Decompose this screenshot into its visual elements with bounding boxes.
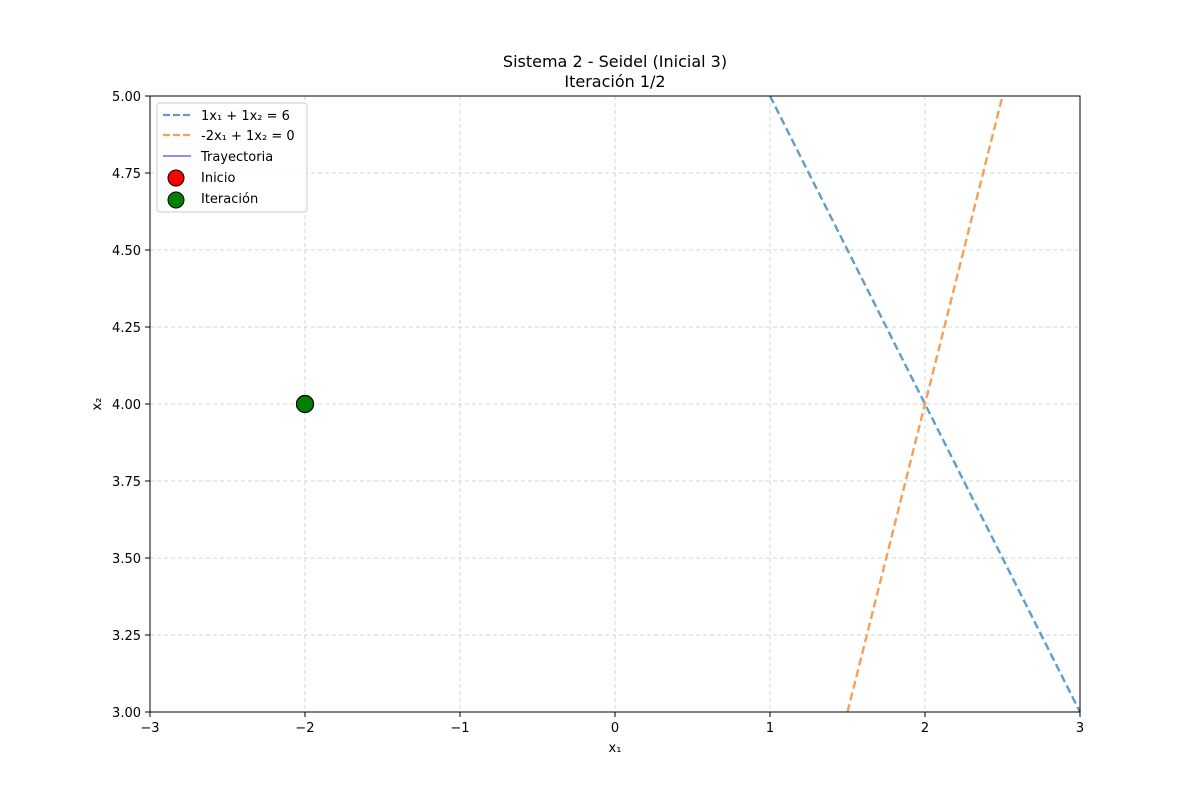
legend-label-3: Trayectoria: [200, 150, 273, 165]
chart-title-line-1: Sistema 2 - Seidel (Inicial 3): [503, 52, 727, 71]
scatter-point-iteraci-n: [295, 394, 315, 414]
y-axis-label: x₂: [90, 398, 105, 411]
chart-title-line-2: Iteración 1/2: [564, 72, 665, 91]
x-tick-label: 3: [1076, 721, 1084, 736]
y-tick-label: 4.25: [112, 321, 141, 336]
y-tick-label: 3.75: [112, 475, 141, 490]
legend-label-5: Iteración: [201, 192, 258, 207]
legend-label-2: -2x₁ + 1x₂ = 0: [201, 129, 295, 144]
x-tick-label: 2: [921, 721, 929, 736]
x-tick-label: 1: [766, 721, 774, 736]
y-tick-label: 4.50: [112, 244, 141, 259]
legend-label-4: Inicio: [201, 171, 235, 186]
legend-marker-iteration: [167, 191, 185, 209]
y-tick-label: 3.25: [112, 629, 141, 644]
legend-frame: [156, 102, 308, 213]
axis-ticks: −3 −2 −1 0 1 2 3 3.00 3.25 3.50 3.75 4.00 4.25 4.50 4.…: [112, 90, 1084, 736]
y-tick-label: 5.00: [112, 90, 141, 105]
y-tick-label: 4.75: [112, 167, 141, 182]
y-tick-label: 3.50: [112, 552, 141, 567]
y-tick-label: 3.00: [112, 706, 141, 721]
x-tick-label: −3: [140, 721, 159, 736]
legend-marker-start: [167, 169, 185, 187]
legend-label-1: 1x₁ + 1x₂ = 6: [201, 109, 290, 124]
legend: 1x₁ + 1x₂ = 6 -2x₁ + 1x₂ = 0 Trayectoria…: [156, 102, 308, 213]
x-tick-label: −1: [450, 721, 469, 736]
x-tick-label: 0: [611, 721, 619, 736]
x-tick-label: −2: [295, 721, 314, 736]
y-tick-label: 4.00: [112, 398, 141, 413]
x-axis-label: x₁: [609, 741, 622, 756]
series-line-2: [846, 95, 1004, 713]
series-line-1: [768, 95, 1082, 713]
plot-series: [295, 95, 1082, 713]
